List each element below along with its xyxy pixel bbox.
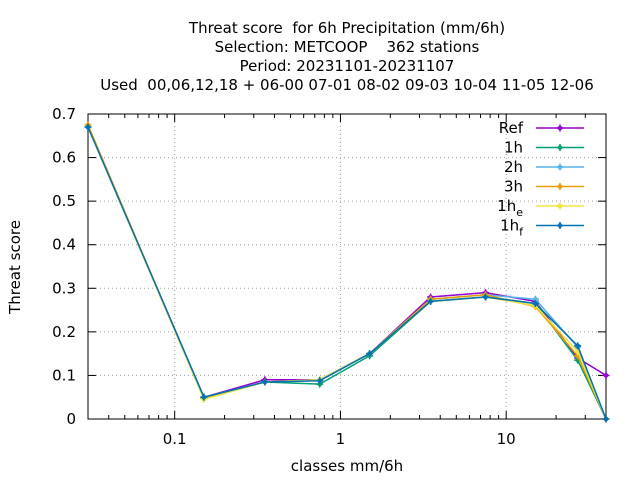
marker-dot — [603, 416, 609, 422]
title-line-1: Threat score for 6h Precipitation (mm/6h… — [188, 19, 505, 37]
series-1h-f-point — [316, 377, 324, 385]
y-tick-label: 0.1 — [52, 366, 76, 384]
y-tick-label: 0 — [66, 410, 76, 428]
legend-2h: 2h — [504, 158, 584, 176]
legend-marker-dot — [557, 164, 563, 170]
legend-label: 1hf — [500, 217, 524, 239]
legend-marker-dot — [557, 184, 563, 189]
series-ref-line — [87, 126, 607, 399]
legend-label: Ref — [499, 119, 524, 137]
series-1h-f-point — [84, 123, 92, 131]
series-1h-f-point — [602, 415, 610, 423]
series-1h-f-point — [200, 393, 208, 401]
marker-dot — [575, 343, 581, 349]
y-tick-label: 0.5 — [52, 192, 76, 210]
grid — [88, 114, 606, 419]
marker-dot — [603, 373, 609, 378]
plot-frame — [87, 113, 607, 420]
series-1h-f-point — [427, 297, 435, 305]
x-tick-label: 0.1 — [163, 430, 187, 448]
marker-dot — [262, 379, 268, 385]
y-tick-label: 0.2 — [52, 323, 76, 341]
y-tick-label: 0.6 — [52, 149, 76, 167]
y-tick-label: 0.3 — [52, 279, 76, 297]
legend-marker-dot — [557, 125, 563, 131]
y-axis-label: Threat score — [6, 220, 24, 315]
title-line-2: Selection: METCOOP 362 stations — [215, 38, 480, 56]
series-1h-f-point — [481, 293, 489, 301]
series-1h-f-point — [366, 350, 374, 358]
legend-marker-dot — [557, 203, 563, 209]
title-line-4: Used 00,06,12,18 + 06-00 07-01 08-02 09-… — [100, 76, 594, 94]
marker-dot — [533, 301, 538, 306]
marker-dot — [317, 378, 323, 383]
x-axis-label: classes mm/6h — [291, 457, 403, 475]
legend-subscript: e — [516, 206, 523, 219]
series-1h-f-line — [87, 126, 607, 420]
title-line-3: Period: 20231101-20231107 — [240, 57, 455, 75]
legend-label: 3h — [504, 178, 523, 196]
tick-labels: 0 0.1 0.2 0.3 0.4 0.5 0.6 0.7 0.1 1 10 — [52, 105, 516, 448]
chart-title: Threat score for 6h Precipitation (mm/6h… — [100, 19, 594, 94]
series-1h-f-point — [574, 342, 582, 350]
legend-marker-dot — [557, 223, 563, 228]
legend-1h-f: 1hf — [500, 217, 584, 239]
y-tick-label: 0.7 — [52, 105, 76, 123]
marker-dot — [367, 351, 372, 356]
marker-dot — [201, 394, 207, 400]
legend-marker-dot — [557, 145, 563, 150]
legend-label: 2h — [504, 158, 523, 176]
legend-label: 1h — [504, 139, 523, 157]
marker-dot — [428, 299, 433, 304]
y-tick-label: 0.4 — [52, 236, 76, 254]
series-1h-f-point — [261, 378, 269, 386]
legend-3h: 3h — [504, 178, 584, 196]
marker-dot — [533, 296, 538, 302]
axes — [87, 113, 607, 420]
marker-dot — [483, 294, 488, 300]
series-1h-f-point — [531, 300, 539, 308]
x-tick-label: 10 — [497, 430, 516, 448]
series — [84, 121, 610, 423]
series-3h-line — [87, 124, 607, 420]
series-ref-point — [602, 371, 610, 379]
legend-1h: 1h — [504, 139, 584, 157]
legend-ref: Ref — [499, 119, 584, 137]
legend-subscript: f — [519, 226, 524, 239]
x-tick-label: 1 — [336, 430, 346, 448]
marker-dot — [85, 124, 91, 130]
